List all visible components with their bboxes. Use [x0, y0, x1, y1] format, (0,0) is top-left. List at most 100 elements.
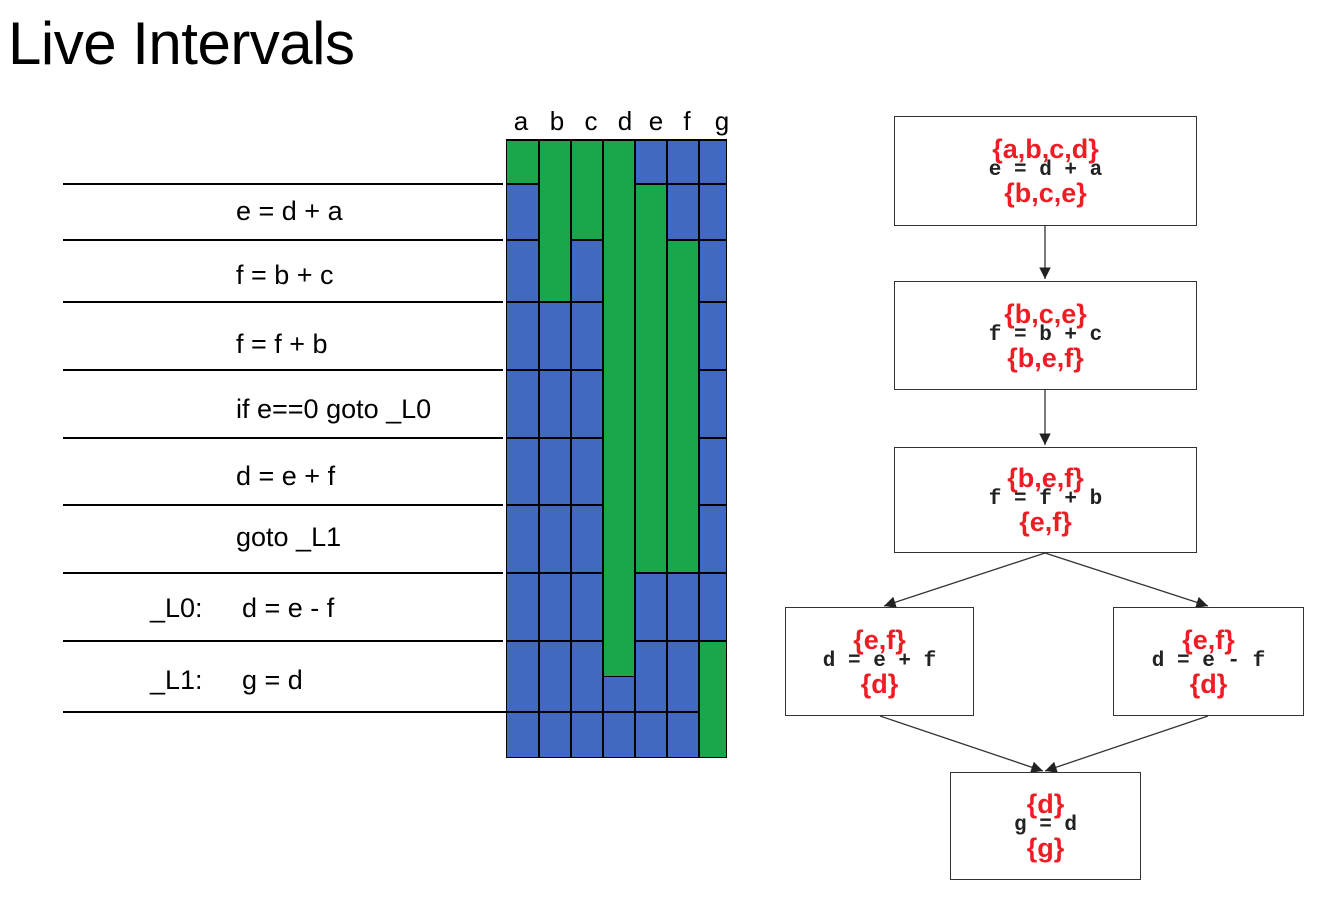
dead-cell-g: [699, 302, 727, 370]
cfg-block-3: {b,e,f} f = f + b {e,f}: [894, 447, 1197, 553]
dead-cell-g: [699, 505, 727, 573]
live-bar-f: [667, 240, 699, 573]
block-code: g = d: [1013, 814, 1077, 837]
live-bar-c: [571, 140, 603, 240]
live-out-set: {b,c,e}: [1004, 178, 1087, 208]
cfg-block-1: {a,b,c,d} e = d + a {b,c,e}: [894, 116, 1197, 226]
var-label-d: d: [617, 106, 633, 136]
dead-cell-c: [571, 302, 603, 370]
dead-cell-a: [506, 505, 539, 573]
dead-cell-f: [667, 641, 699, 712]
cfg-block-6: {d} g = d {g}: [950, 772, 1141, 880]
dead-cell-e: [635, 140, 667, 184]
dead-cell-f: [667, 712, 699, 758]
cfg-edge-b5-b6: [1044, 715, 1209, 773]
dead-cell-e: [635, 573, 667, 641]
separator-line: [63, 572, 503, 574]
instruction-text: e = d + a: [236, 196, 343, 226]
cfg-edge-b4-b6: [879, 715, 1044, 773]
instruction-text: if e==0 goto _L0: [236, 394, 432, 424]
live-in-set: {e,f}: [853, 624, 906, 655]
separator-line: [63, 369, 503, 371]
dead-cell-f: [667, 140, 699, 184]
dead-cell-g: [699, 573, 727, 641]
dead-cell-f: [667, 184, 699, 240]
instruction-8: _L1: g = d: [150, 665, 303, 696]
dead-cell-b: [539, 438, 571, 505]
page-title: Live Intervals: [8, 10, 355, 77]
var-label-a: a: [513, 106, 529, 136]
instruction-label: _L0:: [150, 593, 203, 623]
live-bar-d: [603, 140, 635, 677]
dead-cell-c: [571, 505, 603, 573]
instruction-text: f = f + b: [236, 329, 328, 359]
separator-line: [63, 504, 503, 506]
separator-line: [63, 437, 503, 439]
block-code: f = f + b: [988, 488, 1103, 511]
instruction-1: e = d + a: [236, 196, 343, 227]
live-out-set: {e,f}: [1019, 507, 1072, 537]
dead-cell-a: [506, 573, 539, 641]
dead-cell-a: [506, 712, 539, 758]
live-interval-grid: [506, 139, 727, 758]
instruction-2: f = b + c: [236, 260, 334, 291]
cfg-block-2: {b,c,e} f = b + c {b,e,f}: [894, 281, 1197, 390]
dead-cell-a: [506, 302, 539, 370]
separator-line: [63, 183, 503, 185]
live-bar-e: [635, 184, 667, 573]
var-label-b: b: [549, 106, 565, 136]
var-label-c: c: [584, 106, 598, 136]
dead-cell-b: [539, 505, 571, 573]
dead-cell-c: [571, 641, 603, 712]
dead-cell-d: [603, 712, 635, 758]
live-bar-b: [539, 140, 571, 302]
separator-line: [63, 239, 503, 241]
dead-cell-g: [699, 184, 727, 240]
separator-line: [63, 711, 726, 713]
instruction-5: d = e + f: [236, 461, 335, 492]
separator-line: [63, 640, 503, 642]
live-in-set: {b,e,f}: [1007, 463, 1084, 493]
dead-cell-e: [635, 641, 667, 712]
dead-cell-c: [571, 573, 603, 641]
live-in-set: {e,f}: [1182, 624, 1235, 655]
cfg-edge-b3-b5: [1044, 552, 1209, 608]
dead-cell-b: [539, 712, 571, 758]
live-bar-a: [506, 140, 539, 184]
dead-cell-b: [539, 641, 571, 712]
dead-cell-e: [635, 712, 667, 758]
live-in-set: {a,b,c,d}: [992, 134, 1099, 164]
block-code: d = e + f: [822, 649, 937, 673]
instruction-7: _L0: d = e - f: [150, 593, 334, 624]
instruction-text: d = e + f: [236, 461, 336, 491]
dead-cell-a: [506, 438, 539, 505]
live-out-set: {b,e,f}: [1007, 342, 1084, 373]
instruction-text: f = b + c: [236, 260, 334, 290]
live-in-set: {b,c,e}: [1004, 298, 1087, 329]
var-label-f: f: [683, 106, 691, 136]
live-out-set: {g}: [1026, 833, 1065, 863]
dead-cell-f: [667, 573, 699, 641]
dead-cell-b: [539, 302, 571, 370]
block-code: e = d + a: [988, 159, 1103, 182]
instruction-text: d = e - f: [242, 593, 335, 623]
instruction-6: goto _L1: [236, 522, 341, 553]
dead-cell-c: [571, 712, 603, 758]
block-code: f = b + c: [988, 323, 1103, 347]
dead-cell-g: [699, 240, 727, 302]
dead-cell-g: [699, 370, 727, 438]
dead-cell-c: [571, 240, 603, 302]
dead-cell-a: [506, 240, 539, 302]
dead-cell-c: [571, 438, 603, 505]
block-code: d = e - f: [1151, 649, 1266, 673]
live-out-set: {d}: [1189, 668, 1228, 699]
dead-cell-b: [539, 573, 571, 641]
cfg-edge-b3-b4: [883, 552, 1046, 608]
dead-cell-a: [506, 184, 539, 240]
dead-cell-g: [699, 140, 727, 184]
live-in-set: {d}: [1026, 789, 1065, 819]
instruction-label: _L1:: [150, 665, 203, 695]
dead-cell-g: [699, 438, 727, 505]
live-out-set: {d}: [860, 668, 899, 699]
